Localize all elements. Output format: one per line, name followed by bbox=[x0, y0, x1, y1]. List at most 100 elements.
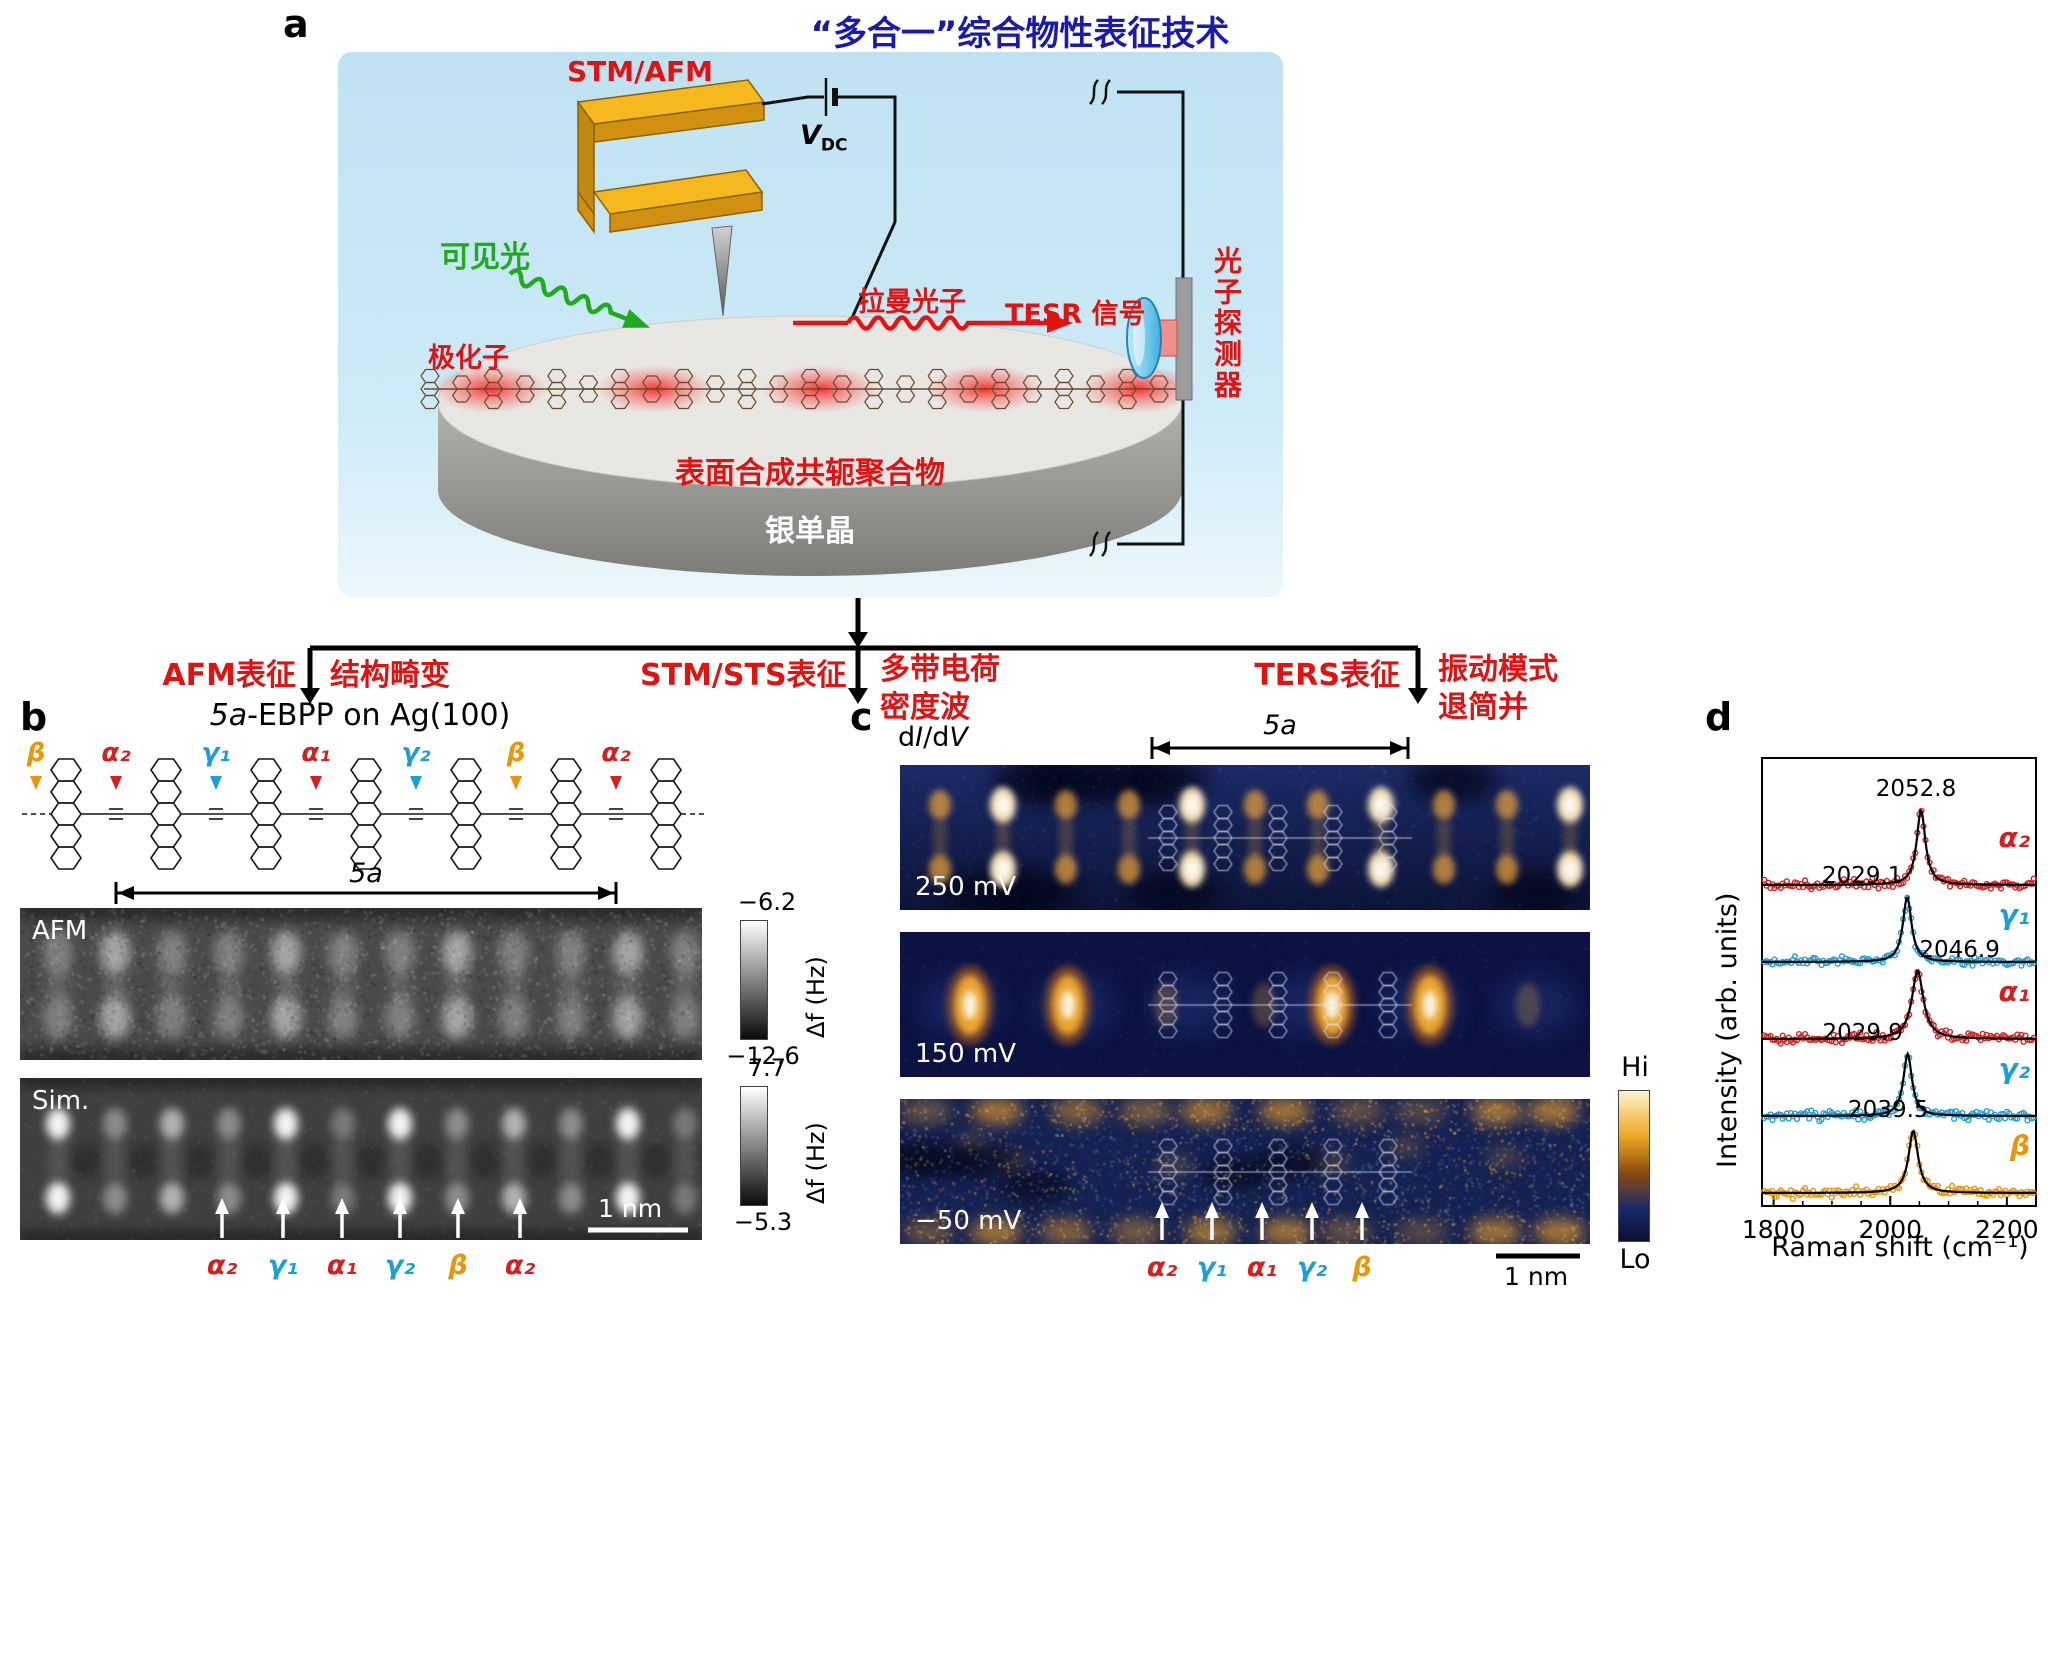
x-tick-label: 2000 bbox=[1858, 1215, 1922, 1244]
structure-marker: β bbox=[506, 738, 526, 768]
stm-afm-sensor bbox=[576, 79, 766, 235]
sim-colorbar bbox=[740, 1086, 768, 1206]
flow-afm-label: AFM表征 bbox=[162, 658, 296, 693]
raman-photon-label: 拉曼光子 bbox=[858, 287, 966, 318]
afm-tag: AFM bbox=[32, 916, 88, 946]
stm-afm-label: STM/AFM bbox=[566, 55, 713, 88]
stm-feature-marker: α₂ bbox=[1146, 1252, 1178, 1283]
sim-colorbar-bottom: −5.3 bbox=[733, 1208, 793, 1236]
afm-feature-marker: γ₁ bbox=[267, 1250, 299, 1281]
didv-v: V bbox=[949, 722, 968, 753]
mode-label: α₂ bbox=[1999, 821, 2031, 854]
structure-marker: γ₁ bbox=[201, 738, 231, 768]
tesr-signal-label: TESR 信号 bbox=[1005, 299, 1146, 330]
vdc-subscript: DC bbox=[820, 135, 848, 156]
polymer-chain bbox=[420, 365, 1196, 413]
peak-wavenumber-label: 2046.9 bbox=[1919, 937, 1999, 963]
polaron-label: 极化子 bbox=[428, 343, 509, 374]
stm-feature-marker: γ₁ bbox=[1196, 1252, 1228, 1283]
silver-crystal-disk bbox=[437, 315, 1183, 576]
afm-feature-marker: γ₂ bbox=[384, 1250, 416, 1281]
fit-curve bbox=[1762, 896, 2036, 963]
raman-xlabel: Raman shift (cm⁻¹) bbox=[1771, 1232, 2029, 1263]
flow-stm-result-2: 密度波 bbox=[880, 690, 970, 725]
bias-circuit bbox=[761, 78, 897, 319]
x-tick-label: 2200 bbox=[1975, 1215, 2039, 1244]
panel-c-scalebar-label: 1 nm bbox=[1504, 1262, 1569, 1291]
mode-label: γ₂ bbox=[1999, 1052, 2031, 1085]
mode-label: γ₁ bbox=[1999, 898, 2030, 931]
stm-map-neg50mv bbox=[900, 1099, 1590, 1244]
molecule-name-5a: 5a bbox=[209, 698, 248, 733]
fit-curve bbox=[1762, 808, 2036, 886]
stm-map-250mv bbox=[900, 765, 1590, 910]
stm-colorbar-lo: Lo bbox=[1619, 1244, 1651, 1275]
stm-colorbar-hi: Hi bbox=[1621, 1052, 1649, 1083]
stm-feature-marker: γ₂ bbox=[1296, 1252, 1328, 1283]
peak-wavenumber-label: 2039.5 bbox=[1848, 1097, 1928, 1123]
vdc-symbol: V bbox=[800, 120, 821, 151]
peak-wavenumber-label: 2052.8 bbox=[1876, 776, 1956, 802]
photon-detector bbox=[1126, 277, 1193, 401]
fit-curve bbox=[1762, 1129, 2036, 1194]
afm-feature-marker: β bbox=[448, 1250, 468, 1281]
structure-marker: α₁ bbox=[301, 738, 331, 768]
panel-d-letter: d bbox=[1705, 695, 1733, 739]
probe-tip bbox=[711, 225, 733, 317]
panel-a-schematic bbox=[420, 78, 1196, 576]
raman-photon-arrow bbox=[793, 313, 1073, 333]
afm-feature-marker: α₂ bbox=[504, 1250, 536, 1281]
stm-feature-marker: α₁ bbox=[1246, 1252, 1278, 1283]
photon-detector-label: 光子探测器 bbox=[1210, 246, 1243, 401]
fit-curve bbox=[1762, 1051, 2036, 1117]
flow-ters-result-1: 振动模式 bbox=[1438, 652, 1558, 687]
structure-marker: γ₂ bbox=[401, 738, 431, 768]
figure-title: “多合一”综合物性表征技术 bbox=[810, 14, 1230, 54]
x-tick-label: 1800 bbox=[1742, 1215, 1806, 1244]
afm-colorbar-bottom: −12.6 bbox=[726, 1042, 800, 1070]
vdc-label: VDC bbox=[800, 120, 848, 155]
panel-b-title: 5a-EBPP on Ag(100) bbox=[150, 698, 570, 733]
bias-label-neg50mv: −50 mV bbox=[915, 1206, 1022, 1236]
afm-colorbar-unit: Δf (Hz) bbox=[802, 956, 830, 1038]
silver-crystal-label: 银单晶 bbox=[765, 514, 855, 549]
panel-c-span-label: 5a bbox=[1263, 710, 1297, 741]
stm-map-150mv bbox=[900, 932, 1590, 1077]
peak-wavenumber-label: 2029.9 bbox=[1822, 1020, 1902, 1046]
didv-d1: d bbox=[898, 722, 916, 753]
structure-marker: α₂ bbox=[601, 738, 631, 768]
structure-marker: α₂ bbox=[101, 738, 131, 768]
panel-a-letter: a bbox=[283, 2, 309, 46]
afm-feature-marker: α₂ bbox=[206, 1250, 238, 1281]
stm-feature-marker: β bbox=[1352, 1252, 1372, 1283]
visible-light-arrow bbox=[508, 268, 651, 328]
structure-marker: β bbox=[26, 738, 46, 768]
afm-colorbar-top: −6.2 bbox=[737, 888, 797, 916]
didv-i: I bbox=[915, 722, 924, 753]
flow-ters-result-2: 退简并 bbox=[1438, 690, 1528, 725]
mode-label: β bbox=[2009, 1129, 2030, 1162]
didv-d2: /d bbox=[923, 722, 950, 753]
visible-light-label: 可见光 bbox=[440, 240, 530, 275]
raman-ylabel: Intensity (arb. units) bbox=[1712, 892, 1743, 1169]
panel-b-letter: b bbox=[20, 695, 48, 739]
fit-curve bbox=[1762, 970, 2036, 1040]
sim-colorbar-unit: Δf (Hz) bbox=[802, 1122, 830, 1204]
chemical-structure bbox=[22, 758, 708, 870]
bias-label-250mv: 250 mV bbox=[915, 872, 1017, 902]
polymer-label: 表面合成共轭聚合物 bbox=[675, 456, 945, 491]
sim-colorbar-top: 7.7 bbox=[747, 1054, 787, 1082]
panel-b-scalebar-label: 1 nm bbox=[598, 1194, 663, 1223]
afm-feature-marker: α₁ bbox=[326, 1250, 358, 1281]
panel-b-span-label: 5a bbox=[349, 858, 383, 889]
afm-image bbox=[20, 908, 702, 1060]
stm-colorbar bbox=[1618, 1090, 1650, 1242]
bias-label-150mv: 150 mV bbox=[915, 1039, 1017, 1069]
mode-label: α₁ bbox=[1999, 975, 2031, 1008]
flow-stm-label: STM/STS表征 bbox=[640, 658, 847, 693]
flow-stm-result-1: 多带电荷 bbox=[880, 652, 1000, 687]
afm-colorbar bbox=[740, 920, 768, 1040]
flow-afm-result: 结构畸变 bbox=[330, 658, 450, 693]
